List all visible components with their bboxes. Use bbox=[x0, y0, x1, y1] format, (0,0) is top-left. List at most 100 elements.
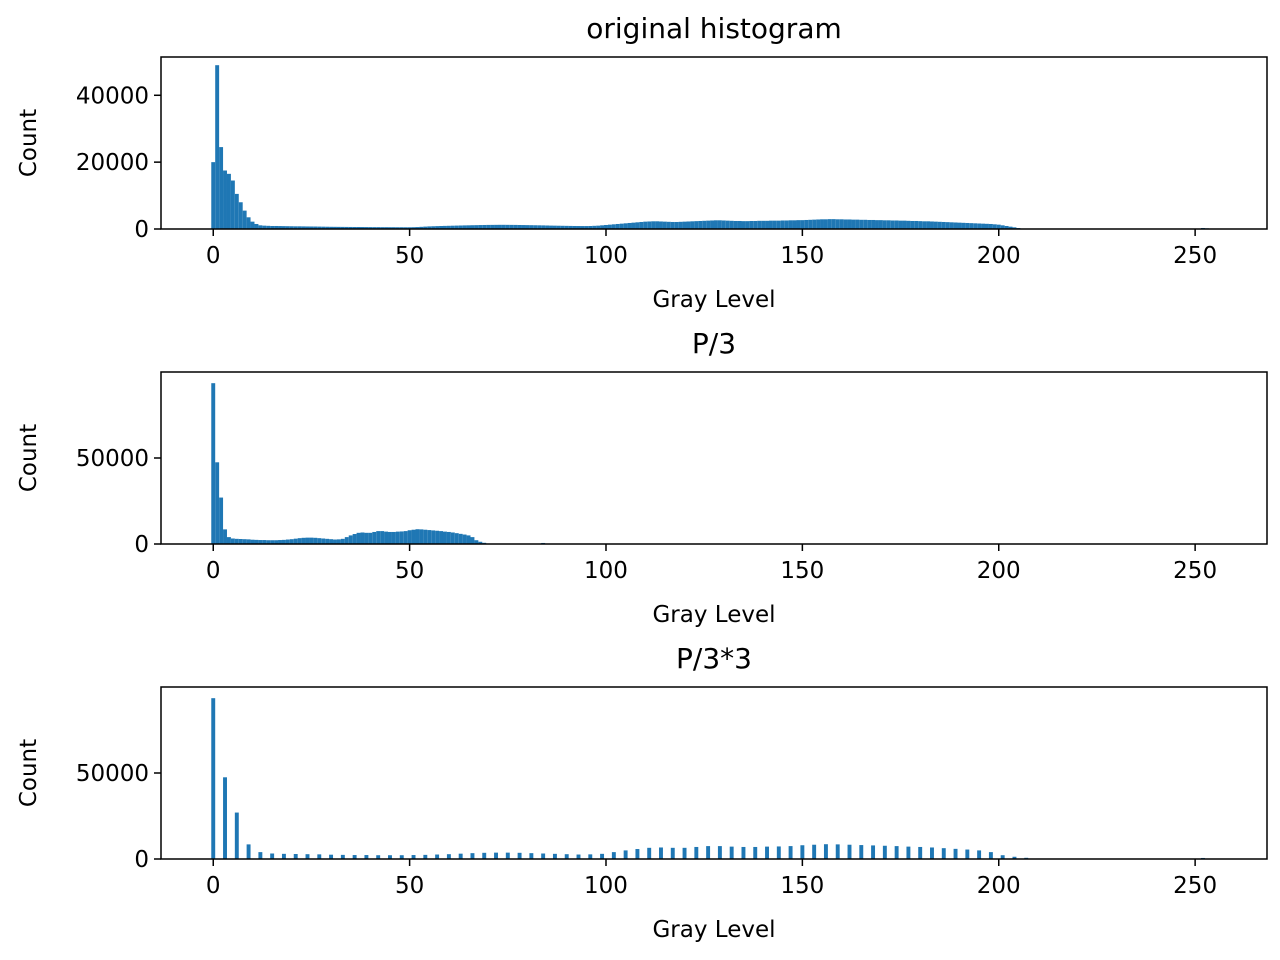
bar bbox=[446, 225, 451, 229]
bar bbox=[694, 221, 699, 229]
bar bbox=[576, 854, 581, 859]
x-tick-label: 0 bbox=[206, 873, 221, 899]
x-axis-label: Gray Level bbox=[652, 287, 775, 313]
bar bbox=[623, 223, 628, 229]
bar bbox=[611, 852, 616, 859]
chart-title: original histogram bbox=[586, 12, 842, 45]
bar bbox=[643, 221, 648, 229]
bar bbox=[564, 854, 569, 859]
bar bbox=[859, 219, 864, 229]
bar bbox=[772, 220, 777, 229]
bar bbox=[305, 226, 310, 229]
bar bbox=[600, 225, 605, 229]
bar bbox=[949, 222, 954, 229]
bar bbox=[380, 227, 385, 229]
bar bbox=[808, 219, 813, 229]
bar bbox=[698, 220, 703, 229]
bar bbox=[741, 846, 746, 859]
bar bbox=[309, 537, 314, 544]
bar bbox=[702, 220, 707, 229]
bar bbox=[391, 227, 396, 229]
bar bbox=[875, 220, 879, 229]
bar bbox=[226, 537, 231, 544]
bar bbox=[584, 226, 589, 229]
bar bbox=[384, 227, 389, 229]
bar bbox=[556, 225, 561, 229]
bar bbox=[478, 225, 483, 229]
bar bbox=[965, 222, 970, 229]
x-tick-label: 200 bbox=[977, 243, 1021, 269]
bar bbox=[250, 539, 255, 544]
bar bbox=[446, 854, 451, 859]
bar bbox=[364, 227, 369, 229]
bar bbox=[776, 846, 781, 859]
bar bbox=[372, 531, 377, 544]
y-axis-label: Count bbox=[16, 109, 42, 177]
bar bbox=[588, 225, 593, 229]
bar bbox=[721, 220, 726, 229]
bar bbox=[953, 222, 958, 229]
bar bbox=[749, 220, 754, 229]
bar bbox=[427, 226, 432, 229]
x-tick-label: 100 bbox=[584, 873, 628, 899]
bar bbox=[1012, 856, 1017, 859]
bar bbox=[482, 852, 487, 859]
bar bbox=[588, 854, 593, 859]
bar bbox=[682, 221, 687, 229]
bar bbox=[360, 227, 365, 229]
bar bbox=[242, 539, 247, 544]
bar bbox=[368, 532, 373, 544]
bar bbox=[961, 222, 966, 229]
bar bbox=[376, 227, 381, 229]
bar bbox=[898, 220, 903, 229]
bar bbox=[973, 223, 978, 229]
bar bbox=[215, 462, 220, 544]
bar bbox=[753, 846, 758, 859]
bar bbox=[226, 173, 231, 229]
bar bbox=[442, 531, 447, 544]
bar bbox=[289, 226, 294, 229]
bar bbox=[796, 220, 801, 229]
bar bbox=[348, 535, 353, 544]
bar bbox=[969, 223, 974, 229]
bar bbox=[281, 226, 286, 229]
bar bbox=[910, 220, 915, 229]
bar bbox=[906, 846, 911, 859]
bar bbox=[388, 855, 392, 859]
bar bbox=[1012, 227, 1017, 229]
axes-frame bbox=[160, 686, 1268, 860]
bar bbox=[435, 530, 440, 544]
bar bbox=[977, 850, 982, 859]
bar bbox=[482, 224, 487, 229]
bar bbox=[1000, 855, 1005, 859]
bar bbox=[494, 852, 498, 859]
bar bbox=[281, 853, 286, 859]
bar bbox=[710, 220, 714, 229]
bar bbox=[352, 534, 357, 544]
bar bbox=[533, 225, 538, 229]
bar bbox=[258, 225, 263, 229]
bar bbox=[333, 539, 337, 544]
bar bbox=[219, 147, 224, 229]
bar bbox=[717, 846, 722, 859]
bar bbox=[423, 226, 428, 229]
bar bbox=[395, 531, 400, 544]
bar bbox=[988, 223, 993, 229]
bar bbox=[552, 853, 557, 859]
bar bbox=[816, 219, 821, 229]
bar bbox=[454, 533, 459, 544]
bar bbox=[988, 852, 993, 859]
bar bbox=[403, 227, 408, 229]
bar bbox=[223, 170, 227, 229]
bar bbox=[501, 224, 506, 229]
bar bbox=[380, 531, 385, 544]
bar bbox=[600, 853, 605, 859]
bar bbox=[270, 540, 275, 544]
bar bbox=[800, 845, 805, 859]
chart-title: P/3*3 bbox=[676, 642, 752, 675]
bar bbox=[572, 225, 577, 229]
bar bbox=[462, 225, 467, 229]
bar bbox=[941, 848, 946, 859]
bar bbox=[706, 220, 711, 229]
